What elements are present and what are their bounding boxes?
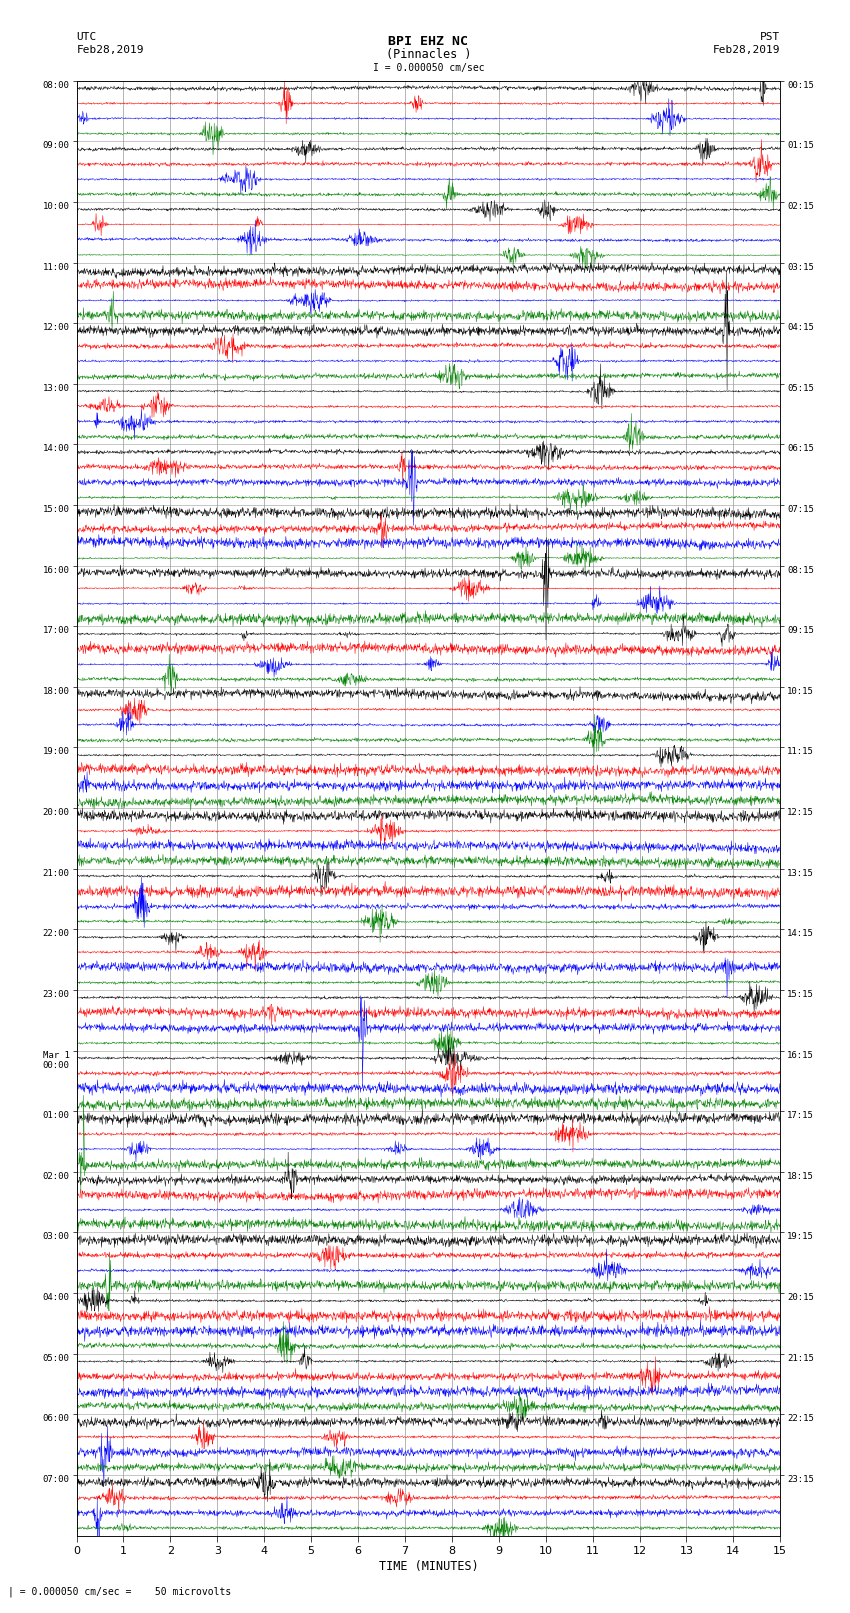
Text: Feb28,2019: Feb28,2019 [713, 45, 780, 55]
Text: Feb28,2019: Feb28,2019 [76, 45, 144, 55]
Text: BPI EHZ NC: BPI EHZ NC [388, 35, 468, 48]
Text: PST: PST [760, 32, 780, 42]
Text: (Pinnacles ): (Pinnacles ) [386, 48, 471, 61]
Text: UTC: UTC [76, 32, 97, 42]
Text: | = 0.000050 cm/sec =    50 microvolts: | = 0.000050 cm/sec = 50 microvolts [8, 1586, 232, 1597]
Text: I = 0.000050 cm/sec: I = 0.000050 cm/sec [372, 63, 484, 73]
X-axis label: TIME (MINUTES): TIME (MINUTES) [378, 1560, 479, 1573]
